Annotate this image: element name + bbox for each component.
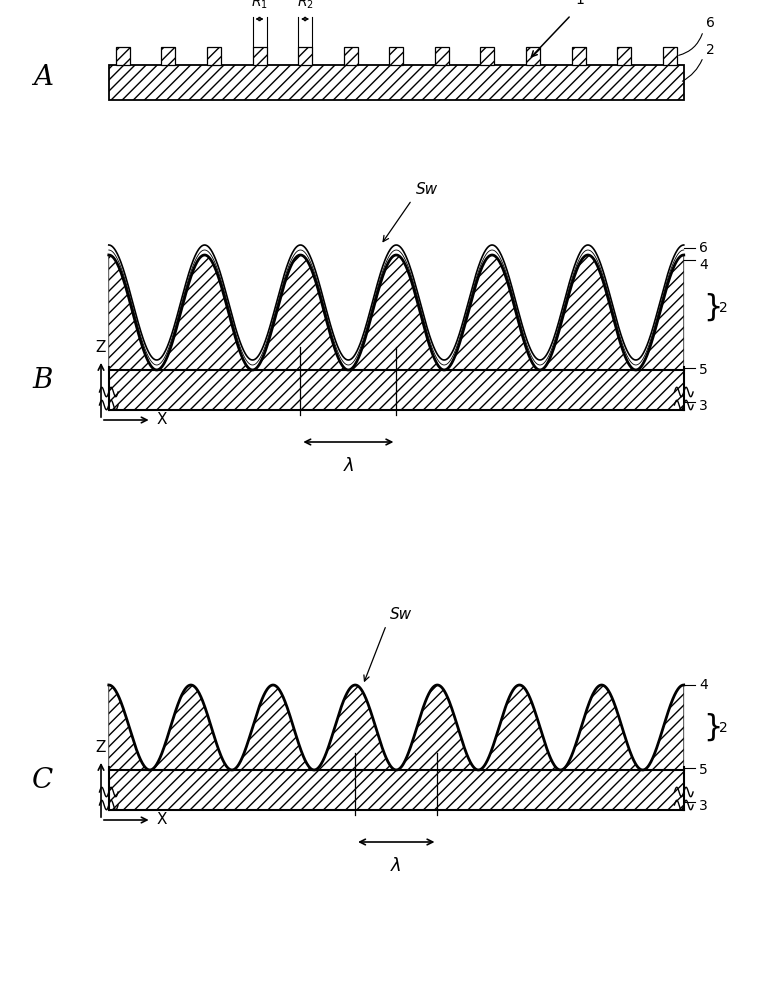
Text: X: X xyxy=(157,412,168,428)
Text: 6: 6 xyxy=(706,16,714,30)
Text: $\lambda$: $\lambda$ xyxy=(391,857,402,875)
Text: 2: 2 xyxy=(719,300,727,314)
Polygon shape xyxy=(109,770,684,810)
Text: }: } xyxy=(703,293,723,322)
Text: 2: 2 xyxy=(706,43,714,57)
Text: $\lambda$: $\lambda$ xyxy=(343,457,354,475)
Text: 3: 3 xyxy=(699,799,708,813)
Text: 3: 3 xyxy=(699,399,708,413)
Text: Z: Z xyxy=(96,340,106,355)
Polygon shape xyxy=(116,47,130,65)
Text: C: C xyxy=(32,766,54,794)
Polygon shape xyxy=(435,47,449,65)
Polygon shape xyxy=(663,47,677,65)
Polygon shape xyxy=(162,47,176,65)
Text: 5: 5 xyxy=(699,763,708,777)
Text: $R_2$: $R_2$ xyxy=(297,0,314,11)
Polygon shape xyxy=(253,47,267,65)
Text: B: B xyxy=(33,366,53,393)
Text: 6: 6 xyxy=(699,241,708,255)
Polygon shape xyxy=(480,47,494,65)
Text: Z: Z xyxy=(96,740,106,755)
Polygon shape xyxy=(109,255,684,370)
Text: 1: 1 xyxy=(575,0,584,7)
Polygon shape xyxy=(343,47,357,65)
Text: X: X xyxy=(157,812,168,828)
Text: Sw: Sw xyxy=(416,182,437,197)
Polygon shape xyxy=(109,370,684,410)
Text: 4: 4 xyxy=(699,258,708,272)
Polygon shape xyxy=(617,47,631,65)
Text: $R_1$: $R_1$ xyxy=(251,0,268,11)
Text: 4: 4 xyxy=(699,678,708,692)
Text: A: A xyxy=(33,64,53,91)
Polygon shape xyxy=(207,47,221,65)
Polygon shape xyxy=(572,47,586,65)
Polygon shape xyxy=(389,47,403,65)
Polygon shape xyxy=(109,685,684,770)
Polygon shape xyxy=(109,65,684,100)
Text: 5: 5 xyxy=(699,363,708,377)
Polygon shape xyxy=(298,47,312,65)
Text: }: } xyxy=(703,713,723,742)
Text: Sw: Sw xyxy=(390,607,413,622)
Polygon shape xyxy=(526,47,540,65)
Text: 2: 2 xyxy=(719,720,727,734)
